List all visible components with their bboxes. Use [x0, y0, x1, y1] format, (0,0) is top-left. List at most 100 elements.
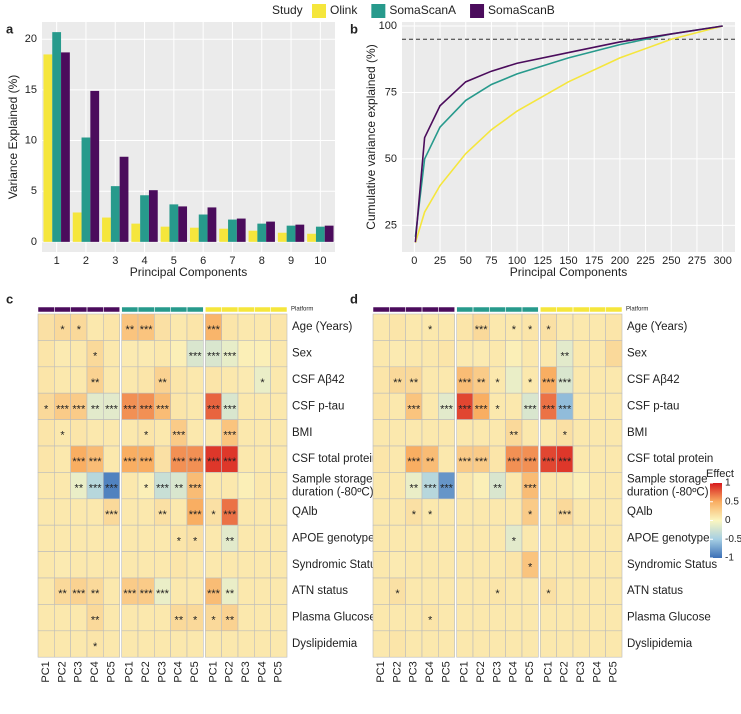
colorbar-label: 0	[725, 515, 731, 526]
significance-label: ***	[140, 324, 154, 336]
heatmap-cell	[37, 472, 55, 500]
heatmap-cell	[154, 340, 171, 368]
heatmap-cell	[372, 524, 390, 552]
heatmap-cell	[589, 419, 606, 447]
heatmap-cell	[389, 419, 406, 447]
significance-label: ***	[189, 456, 203, 468]
significance-label: ***	[223, 403, 237, 415]
bar	[219, 228, 229, 242]
x-tick-label: PC4	[508, 661, 520, 682]
heatmap-cell	[54, 366, 71, 394]
bar	[277, 232, 287, 242]
heatmap-cell	[121, 366, 139, 394]
significance-label: ***	[407, 403, 421, 415]
significance-label: **	[477, 377, 486, 389]
heatmap-cell	[70, 551, 88, 579]
heatmap-cell	[137, 551, 155, 579]
heatmap-cell	[389, 392, 406, 420]
heatmap-cell	[221, 313, 239, 341]
heatmap-cell	[237, 313, 255, 341]
x-tick-label: PC1	[207, 661, 219, 682]
heatmap-cell	[254, 524, 271, 552]
heatmap-cell	[37, 498, 55, 526]
heatmap-cell	[438, 340, 455, 368]
y-axis-title: Cumulative variance explained (%)	[364, 44, 378, 229]
heatmap-cell	[389, 604, 406, 632]
row-label: ATN status	[292, 585, 348, 597]
significance-label: ***	[458, 456, 472, 468]
significance-label: ***	[558, 403, 572, 415]
heatmap-cell	[37, 366, 55, 394]
heatmap-cell	[389, 551, 406, 579]
bar	[110, 186, 120, 242]
platform-bar	[373, 307, 455, 312]
significance-label: ***	[223, 456, 237, 468]
heatmap-cell	[589, 445, 606, 473]
x-tick-label: PC3	[156, 661, 168, 682]
significance-label: *	[528, 562, 533, 574]
heatmap-cell	[540, 524, 557, 552]
bar	[189, 227, 199, 242]
legend-label: Olink	[330, 3, 358, 17]
significance-label: *	[528, 377, 533, 389]
heatmap-cell	[103, 313, 120, 341]
heatmap-cell	[121, 630, 139, 658]
heatmap-cell	[589, 498, 606, 526]
significance-label: *	[144, 430, 149, 442]
bar	[324, 225, 334, 242]
significance-label: ***	[156, 588, 170, 600]
heatmap-cell	[221, 472, 239, 500]
heatmap-cell	[589, 577, 606, 605]
heatmap-cell	[237, 340, 255, 368]
heatmap-cell	[137, 366, 155, 394]
significance-label: *	[512, 324, 517, 336]
panel-label: b	[350, 21, 358, 36]
heatmap-cell	[54, 551, 71, 579]
heatmap-cell	[572, 340, 590, 368]
heatmap-cell	[438, 524, 455, 552]
heatmap-cell	[54, 340, 71, 368]
row-label: QAlb	[292, 506, 318, 518]
row-label: Sex	[627, 348, 647, 360]
heatmap-cell	[254, 472, 271, 500]
heatmap-cell	[37, 604, 55, 632]
significance-label: *	[495, 403, 500, 415]
x-tick-label: 5	[171, 255, 177, 267]
bar	[236, 218, 246, 242]
heatmap-cell	[103, 524, 120, 552]
heatmap-cell	[389, 472, 406, 500]
y-tick-label: 5	[31, 185, 37, 197]
heatmap-cell	[505, 472, 523, 500]
bar	[43, 54, 53, 242]
y-tick-label: 0	[31, 236, 37, 248]
significance-label: ***	[524, 483, 538, 495]
heatmap-cell	[121, 551, 139, 579]
heatmap-cell	[605, 419, 623, 447]
heatmap-cell	[489, 313, 506, 341]
significance-label: *	[211, 509, 216, 521]
heatmap-cell	[589, 630, 606, 658]
heatmap-cell	[505, 366, 523, 394]
heatmap-cell	[421, 366, 439, 394]
heatmap-cell	[205, 630, 222, 658]
significance-label: ***	[56, 403, 70, 415]
heatmap-cell	[221, 551, 239, 579]
x-tick-label: PC4	[89, 661, 101, 682]
heatmap-cell	[103, 340, 120, 368]
heatmap-cell	[605, 366, 623, 394]
x-tick-label: PC5	[273, 661, 285, 682]
heatmap-cell	[572, 577, 590, 605]
platform-bar	[540, 307, 622, 312]
heatmap-cell	[605, 630, 623, 658]
heatmap-cell	[456, 524, 474, 552]
heatmap-cell	[54, 498, 71, 526]
bar	[248, 230, 258, 242]
heatmap-cell	[205, 366, 222, 394]
heatmap-cell	[572, 445, 590, 473]
heatmap-cell	[154, 313, 171, 341]
heatmap-cell	[103, 577, 120, 605]
significance-label: ***	[140, 403, 154, 415]
heatmap-cell	[421, 524, 439, 552]
row-label: APOE genotype	[627, 532, 709, 544]
x-tick-label: 75	[485, 255, 497, 267]
